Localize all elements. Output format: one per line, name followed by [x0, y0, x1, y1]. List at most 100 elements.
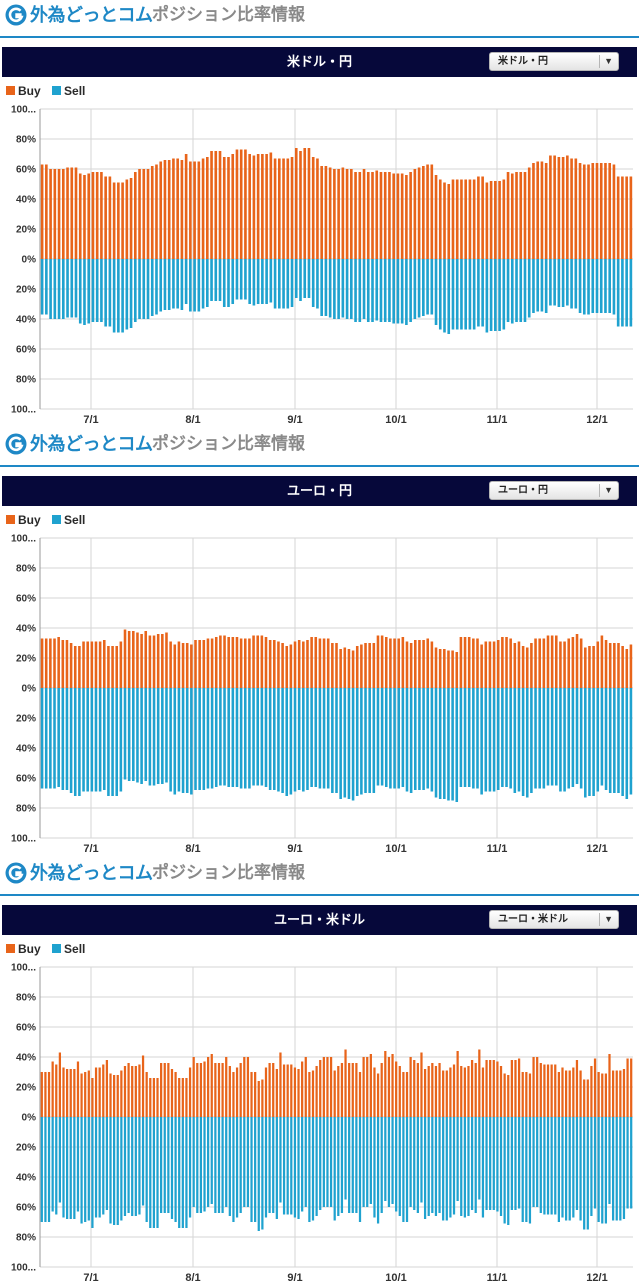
currency-pair-select[interactable]: ユーロ・米ドル ▼: [489, 910, 619, 929]
sell-bar: [90, 688, 94, 792]
sell-bar: [372, 688, 376, 793]
x-tick-label: 12/1: [586, 414, 607, 426]
sell-bar: [557, 1117, 560, 1222]
buy-bar: [550, 1064, 553, 1117]
sell-bar: [98, 688, 102, 792]
buy-bar: [456, 1051, 459, 1117]
buy-bar: [142, 169, 146, 259]
buy-bar: [264, 637, 268, 688]
sell-bar: [285, 688, 289, 796]
buy-bar: [604, 163, 607, 259]
buy-bar: [510, 1060, 513, 1117]
sell-bar: [619, 1117, 622, 1221]
buy-bar: [397, 638, 400, 688]
sell-bar: [373, 1117, 376, 1218]
buy-bar: [339, 649, 342, 688]
sell-bar: [91, 1117, 94, 1228]
sell-bar: [256, 688, 259, 786]
sell-bar: [601, 1117, 604, 1224]
y-tick-label: 100...: [11, 105, 36, 116]
buy-bar: [366, 1057, 369, 1117]
sell-bar: [368, 688, 371, 793]
buy-bar: [393, 638, 396, 688]
sell-bar: [572, 1117, 575, 1218]
sell-bar: [534, 688, 537, 789]
position-ratio-chart: 100... 80% 60% 40% 20% 0% 20% 40% 60% 80% 100... 7/…: [11, 105, 633, 426]
sell-bar: [252, 259, 256, 306]
sell-bar: [423, 1117, 427, 1219]
buy-bar: [61, 169, 65, 259]
buy-bar: [409, 643, 413, 688]
sell-bar: [250, 1117, 253, 1222]
buy-bar: [452, 1064, 456, 1117]
y-tick-label: 60%: [16, 774, 36, 785]
position-ratio-chart: 100... 80% 60% 40% 20% 0% 20% 40% 60% 80% 100... 7/…: [11, 534, 633, 855]
sell-bar: [597, 1117, 600, 1222]
sell-bar: [273, 688, 276, 790]
buy-bar: [584, 647, 587, 688]
sell-bar: [554, 688, 558, 786]
sell-bar: [123, 1117, 127, 1216]
buy-bar: [554, 635, 558, 688]
x-tick-label: 12/1: [586, 1272, 607, 1284]
chevron-down-icon[interactable]: ▼: [604, 56, 613, 66]
buy-bar: [600, 635, 604, 688]
buy-bar: [488, 641, 492, 688]
sell-bar: [307, 259, 311, 298]
buy-bar: [260, 635, 264, 688]
buy-bar: [341, 167, 345, 259]
sell-bar: [557, 259, 561, 307]
buy-bar: [366, 172, 370, 259]
sell-bar: [261, 259, 264, 304]
buy-bar: [289, 644, 293, 688]
buy-bar: [45, 164, 48, 259]
buy-bar: [202, 640, 206, 688]
sell-bar: [221, 1117, 224, 1213]
brand-divider: [0, 894, 639, 896]
buy-bar: [496, 1061, 499, 1117]
sell-bar: [488, 688, 492, 792]
sell-bar: [434, 688, 438, 798]
buy-bar: [149, 1078, 152, 1117]
sell-bar: [502, 259, 506, 330]
buy-bar: [311, 157, 315, 259]
sell-bar: [517, 1117, 521, 1209]
sell-bar: [194, 688, 197, 790]
buy-bar: [53, 638, 56, 688]
sell-bar: [595, 259, 599, 313]
legend-item-sell: Sell: [52, 513, 85, 527]
sell-bar: [409, 259, 412, 322]
sell-bar: [232, 1117, 235, 1222]
currency-pair-select[interactable]: 米ドル・円 ▼: [489, 52, 619, 71]
buy-bar: [451, 650, 454, 688]
buy-bar: [501, 637, 504, 688]
buy-bar: [198, 640, 201, 688]
sell-bar: [430, 688, 434, 792]
sell-bar: [447, 688, 450, 801]
buy-bar: [455, 652, 459, 688]
sell-bar: [138, 259, 141, 319]
sell-bar: [599, 259, 603, 313]
buy-bar: [152, 1078, 156, 1117]
sell-bar: [430, 259, 434, 315]
sell-bar: [360, 688, 363, 795]
y-tick-label: 0%: [22, 1113, 37, 1124]
sell-bar: [113, 1117, 116, 1225]
sell-bar: [78, 688, 81, 796]
chevron-down-icon[interactable]: ▼: [604, 914, 613, 924]
sell-bar: [426, 259, 429, 315]
currency-pair-select[interactable]: ユーロ・円 ▼: [489, 481, 619, 500]
sell-bar: [278, 259, 281, 309]
sell-bar: [269, 259, 273, 303]
buy-bar: [231, 637, 235, 688]
sell-bar: [510, 259, 514, 324]
sell-bar: [384, 1117, 387, 1201]
chevron-down-icon[interactable]: ▼: [604, 485, 613, 495]
sell-bar: [297, 688, 301, 790]
sell-bar: [176, 259, 179, 309]
sell-bar: [380, 1117, 383, 1213]
sell-bar: [398, 1117, 401, 1216]
y-tick-label: 80%: [16, 135, 36, 146]
sell-bar: [94, 1117, 98, 1218]
sell-bar: [294, 259, 298, 298]
